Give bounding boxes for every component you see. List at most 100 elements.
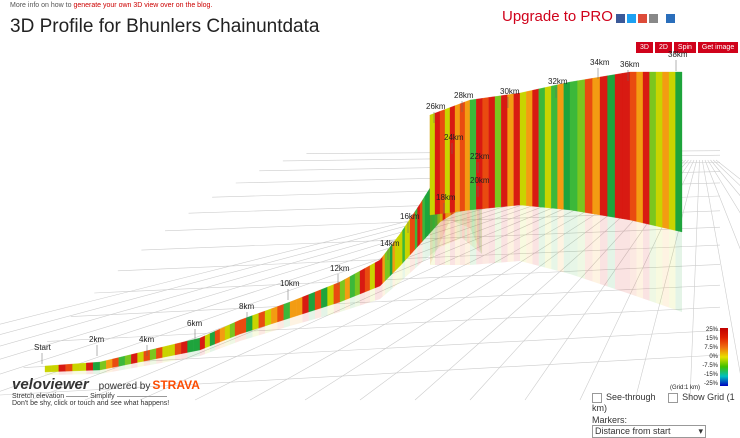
ribbon-reflection: [393, 271, 396, 288]
ribbon-slice: [533, 89, 539, 207]
ribbon-reflection: [669, 229, 676, 310]
grid-checkbox[interactable]: [668, 393, 678, 403]
legend-label: 0%: [709, 354, 718, 360]
legend-label: 15%: [706, 336, 719, 342]
ribbon-slice: [345, 277, 350, 301]
ribbon-reflection: [403, 261, 406, 280]
ribbon-reflection: [370, 288, 375, 302]
see-through-checkbox[interactable]: [592, 393, 602, 403]
ribbon-reflection: [465, 210, 470, 265]
ribbon-reflection: [508, 206, 514, 262]
ribbon-slice: [676, 72, 683, 232]
ribbon-slice: [385, 250, 388, 281]
ribbon-reflection: [355, 294, 360, 307]
ribbon-reflection: [385, 279, 388, 295]
ribbon-reflection: [73, 371, 80, 375]
see-through-label: See-through: [606, 392, 656, 402]
ribbon-slice: [578, 80, 586, 213]
ribbon-reflection: [388, 276, 391, 293]
ribbon-slice: [360, 268, 365, 294]
ribbon-reflection: [423, 239, 426, 262]
ribbon-slice: [290, 300, 296, 319]
page: More info on how to generate your own 3D…: [0, 0, 740, 420]
ribbon-slice: [205, 334, 210, 349]
ribbon-reflection: [520, 205, 526, 263]
ribbon-slice: [188, 340, 194, 353]
ribbon-reflection: [445, 213, 450, 266]
ribbon-slice: [663, 72, 670, 229]
marker-label: 28km: [454, 91, 474, 100]
ribbon-reflection: [600, 215, 608, 287]
ribbon-reflection: [578, 211, 586, 279]
ribbon-reflection: [455, 211, 460, 265]
ribbon-reflection: [470, 209, 476, 265]
ribbon-slice: [253, 313, 259, 330]
ribbon-slice: [303, 295, 309, 315]
ribbon-reflection: [656, 226, 663, 305]
ribbon-slice: [125, 355, 131, 366]
ribbon-slice: [600, 76, 608, 217]
ribbon-slice: [131, 353, 137, 364]
ribbon-reflection: [585, 213, 593, 282]
ribbon-slice: [225, 325, 230, 341]
ribbon-slice: [119, 356, 125, 366]
ribbon-slice: [79, 363, 86, 371]
simplify-label: Simplify: [90, 393, 115, 400]
logo: veloviewer: [12, 376, 89, 393]
ribbon-reflection: [59, 371, 66, 375]
marker-label: 32km: [548, 77, 568, 86]
ribbon-slice: [615, 73, 623, 219]
ribbon-slice: [370, 263, 375, 290]
ribbon-slice: [315, 290, 321, 311]
ribbon-slice: [200, 336, 205, 350]
ribbon-reflection: [637, 222, 644, 299]
ribbon-slice: [593, 77, 601, 215]
ribbon-slice: [520, 92, 526, 206]
ribbon-slice: [93, 362, 100, 370]
ribbon-slice: [278, 304, 284, 322]
marker-label: 18km: [436, 193, 456, 202]
legend: 25%15%7.5%0%-7.5%-15%-25%(Grid:1 km): [670, 327, 728, 391]
marker-label: 6km: [187, 319, 202, 328]
markers-select[interactable]: Distance from start ▾: [592, 425, 706, 438]
ribbon-slice: [501, 95, 507, 207]
ribbon-reflection: [450, 212, 455, 265]
ribbon-slice: [321, 287, 327, 308]
ribbon-slice: [296, 297, 302, 316]
hint: Don't be shy, click or touch and see wha…: [12, 400, 200, 407]
ribbon-reflection: [375, 286, 380, 301]
ribbon-reflection: [360, 292, 365, 306]
ribbon-reflection: [545, 208, 551, 270]
ribbon-reflection: [418, 244, 421, 266]
ribbon-reflection: [476, 209, 482, 265]
footer: veloviewer powered by STRAVA Stretch ele…: [12, 376, 200, 407]
ribbon-slice: [240, 318, 246, 334]
ribbon-reflection: [52, 372, 59, 375]
ribbon-reflection: [413, 250, 416, 271]
grid-line: [690, 160, 700, 400]
ribbon-reflection: [501, 206, 507, 262]
ribbon-slice: [423, 196, 426, 241]
marker-label: 16km: [400, 212, 420, 221]
ribbon-slice: [106, 359, 112, 369]
ribbon-reflection: [608, 216, 616, 289]
ribbon-reflection: [420, 241, 423, 264]
stretch-slider[interactable]: [66, 396, 88, 397]
ribbon-slice: [156, 347, 162, 359]
ribbon-slice: [489, 97, 495, 209]
marker-label: 26km: [426, 102, 446, 111]
ribbon-slice: [420, 200, 423, 244]
ribbon-slice: [138, 352, 144, 363]
ribbon-slice: [100, 361, 106, 371]
ribbon-slice: [425, 192, 428, 239]
ribbon-slice: [328, 285, 334, 307]
ribbon-reflection: [495, 207, 501, 263]
ribbon-reflection: [400, 263, 403, 282]
simplify-slider[interactable]: [117, 396, 167, 397]
ribbon-slice: [526, 90, 532, 206]
ribbon-slice: [150, 349, 156, 361]
marker-label: 12km: [330, 264, 350, 273]
powered-by: powered by: [99, 381, 151, 392]
ribbon-slice: [45, 366, 52, 373]
ribbon-reflection: [489, 208, 495, 264]
